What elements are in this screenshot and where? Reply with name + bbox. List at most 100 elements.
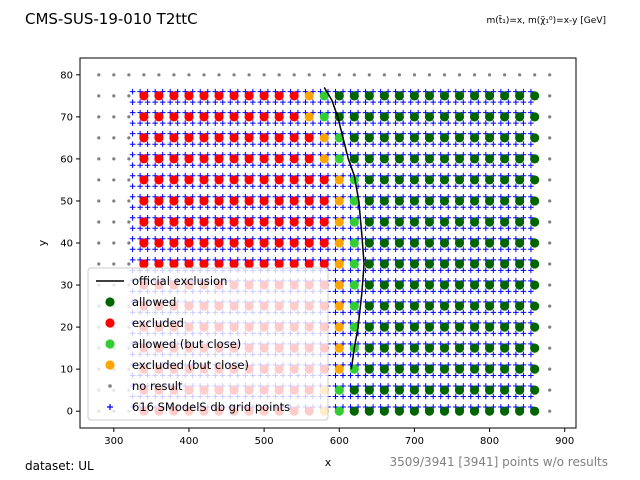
allowed-point <box>530 91 540 101</box>
excluded-point <box>214 259 224 269</box>
allowed-point <box>349 133 359 143</box>
allowed-point <box>469 280 480 290</box>
legend-label: official exclusion <box>132 274 227 288</box>
allowed-point <box>500 196 510 206</box>
allowed-point <box>409 217 420 227</box>
allowed-point <box>439 133 450 143</box>
allowed-point <box>484 238 495 248</box>
allowed-point <box>379 238 389 248</box>
allowed-point <box>530 343 540 353</box>
excluded-point <box>274 154 284 164</box>
allowed-point <box>484 175 495 185</box>
allowed-point <box>364 196 374 206</box>
excluded-close-point <box>334 280 344 290</box>
excluded-point <box>229 217 239 227</box>
excluded-point <box>289 175 299 185</box>
allowed-point <box>379 133 389 143</box>
excluded-point <box>259 133 269 143</box>
no-result-point <box>262 73 266 77</box>
allowed-point <box>484 259 495 269</box>
allowed-point <box>515 385 525 395</box>
allowed-point <box>500 175 510 185</box>
excluded-point <box>169 133 179 143</box>
excluded-point <box>244 196 254 206</box>
excluded-point <box>199 133 209 143</box>
excluded-point <box>169 154 179 164</box>
allowed-point <box>530 217 540 227</box>
allowed-close-point <box>349 259 359 269</box>
no-result-point <box>322 73 326 77</box>
allowed-point <box>409 301 420 311</box>
excluded-point <box>244 259 254 269</box>
excluded-close-point <box>334 301 344 311</box>
excluded-point <box>139 238 149 248</box>
allowed-point <box>379 217 389 227</box>
x-axis: 300 400 500 600 700 800 900 <box>104 428 574 447</box>
allowed-point <box>409 322 420 332</box>
excluded-point <box>139 259 149 269</box>
excluded-point <box>154 259 164 269</box>
excluded-close-point <box>304 112 314 122</box>
allowed-point <box>379 154 389 164</box>
no-result-point <box>127 262 131 266</box>
allowed-close-point <box>349 238 359 248</box>
allowed-point <box>394 91 404 101</box>
allowed-point <box>515 322 525 332</box>
no-result-point <box>337 73 341 77</box>
allowed-close-point <box>334 154 344 164</box>
allowed-point <box>515 406 525 416</box>
allowed-point <box>379 175 389 185</box>
excluded-point <box>274 91 284 101</box>
no-result-point <box>127 115 131 119</box>
allowed-point <box>394 238 404 248</box>
allowed-point <box>394 112 404 122</box>
no-result-point <box>232 73 236 77</box>
excluded-point <box>154 91 164 101</box>
no-result-point <box>127 241 131 245</box>
excluded-point <box>304 175 314 185</box>
allowed-point <box>424 238 435 248</box>
allowed-point <box>515 364 525 374</box>
allowed-point <box>364 364 374 374</box>
no-result-point <box>97 241 101 245</box>
excluded-point <box>259 259 269 269</box>
allowed-point <box>424 406 435 416</box>
excluded-point <box>229 133 239 143</box>
allowed-point <box>454 217 465 227</box>
no-result-point <box>112 262 116 266</box>
chart-subtitle: m(t̃₁)=x, m(χ̃₁⁰)=x-y [GeV] <box>486 14 606 26</box>
y-tick-label: 70 <box>60 112 73 123</box>
allowed-point <box>530 196 540 206</box>
allowed-point <box>484 112 495 122</box>
allowed-point <box>454 175 465 185</box>
no-result-point <box>472 73 477 77</box>
excluded-point <box>199 91 209 101</box>
y-tick-label: 10 <box>60 365 73 376</box>
allowed-point <box>515 238 525 248</box>
allowed-point <box>515 112 525 122</box>
allowed-point <box>469 301 480 311</box>
x-tick-label: 800 <box>480 436 499 447</box>
no-result-point <box>533 73 537 77</box>
x-tick-label: 500 <box>255 436 274 447</box>
official-exclusion-line <box>323 87 365 370</box>
excluded-close-point <box>334 343 344 353</box>
excluded-point <box>229 259 239 269</box>
excluded-point <box>244 154 254 164</box>
excluded-point <box>184 238 194 248</box>
excluded-close-point <box>304 91 314 101</box>
no-result-point <box>142 73 146 77</box>
allowed-point <box>484 385 495 395</box>
excluded-point <box>169 238 179 248</box>
allowed-point <box>424 301 435 311</box>
no-result-point <box>292 73 296 77</box>
allowed-point <box>469 112 480 122</box>
allowed-point <box>364 133 374 143</box>
allowed-point <box>349 91 359 101</box>
allowed-point <box>409 385 420 395</box>
allowed-point <box>379 343 389 353</box>
allowed-point <box>484 154 495 164</box>
allowed-point <box>394 133 404 143</box>
allowed-point <box>439 217 450 227</box>
allowed-point <box>484 217 495 227</box>
